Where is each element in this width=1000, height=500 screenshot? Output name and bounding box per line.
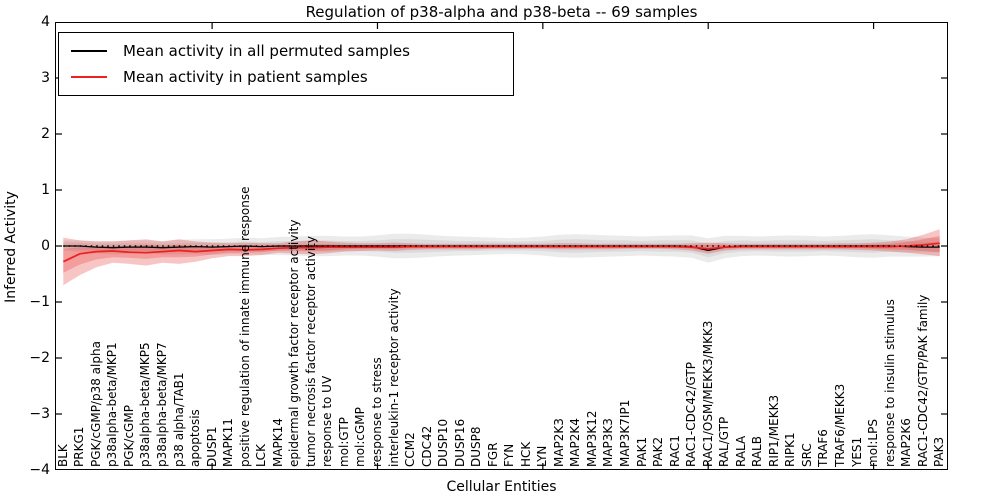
x-category-label: MAP2K4 [568,418,583,467]
x-category-label: CCM2 [403,432,418,467]
x-category-label: MAPK14 [270,418,285,467]
patient-mean-line [62,242,940,263]
x-category-label: RALA [733,435,748,467]
x-category-label: p38alpha-beta/MKP1 [105,342,120,467]
x-category-label: tumor necrosis factor receptor activity [303,236,318,467]
x-category-label: p38alpha-beta/MKP7 [154,342,169,467]
x-category-label: RIP1/MEKK3 [766,394,781,467]
patient-outer-band [63,229,940,286]
x-axis-label: Cellular Entities [446,479,557,495]
x-category-label: BLK [55,444,70,467]
x-category-label: mol:LPS [866,419,881,467]
permuted-outer-band [63,233,940,263]
chart-canvas [55,22,948,470]
x-category-label: DUSP16 [452,418,467,467]
x-category-label: DUSP1 [204,426,219,467]
legend-item-permuted: Mean activity in all permuted samples [59,42,513,60]
y-tick-label: −4 [29,462,50,478]
x-category-label: LYN [535,445,550,467]
x-category-label: FGR [485,442,500,467]
x-category-label: PRKG1 [72,426,87,467]
y-tick-label: 2 [41,126,50,142]
legend: Mean activity in all permuted samples Me… [58,32,514,96]
legend-label-patient: Mean activity in patient samples [123,68,368,87]
x-category-label: RALB [750,436,765,467]
x-category-label: interleukin-1 receptor activity [386,288,401,467]
x-category-label: DUSP8 [469,426,484,467]
x-category-label: DUSP10 [436,418,451,467]
x-category-label: RAC1-CDC42/GTP/PAK family [915,294,930,467]
y-tick-label: −3 [29,406,50,422]
x-category-label: TRAF6 [816,429,831,467]
legend-item-patient: Mean activity in patient samples [59,68,513,86]
x-category-label: p38alpha-beta/MKP5 [138,342,153,467]
x-category-label: TRAF6/MEKK3 [833,383,847,467]
x-category-label: PAK1 [634,436,649,467]
x-category-label: epidermal growth factor receptor activit… [287,219,302,467]
y-tick-label: −2 [29,350,50,366]
x-category-label: MAP3K3 [601,418,616,467]
x-category-label: FYN [502,443,517,467]
x-category-label: response to UV [320,375,335,467]
legend-line-patient-icon [71,76,107,79]
x-category-label: mol:GTP [336,417,351,467]
x-category-label: MAP2K6 [899,418,914,467]
x-category-label: mol:cGMP [353,407,368,467]
patient-inner-band [63,235,940,273]
y-tick-label: 4 [41,14,50,30]
x-category-label: YES1 [849,436,864,467]
x-category-label: PGK/cGMP/p38 alpha [88,341,103,467]
x-category-label: MAPK11 [221,418,236,467]
y-tick-label: 0 [41,238,50,254]
y-tick-label: 1 [41,182,50,198]
x-category-label: MAP3K12 [584,410,599,467]
x-category-label: SRC [799,443,814,467]
x-category-label: PAK2 [651,436,666,467]
x-category-label: positive regulation of innate immune res… [237,186,252,467]
x-category-label: apoptosis [188,409,203,467]
x-category-label: RIPK1 [783,432,798,467]
x-category-label: RAC1-CDC42/GTP [684,362,699,467]
x-category-label: MAP3K7IP1 [618,399,633,467]
y-tick-label: 3 [41,70,50,86]
x-category-label: PAK3 [932,436,947,467]
x-category-label: LCK [254,444,269,467]
x-category-label: HCK [518,441,533,467]
permuted-inner-band [63,239,940,258]
x-category-label: RAL/GTP [717,416,732,467]
x-category-label: PGK/cGMP [121,405,136,467]
legend-line-permuted-icon [71,49,107,52]
x-category-label: RAC1/OSM/MEKK3/MKK3 [700,320,715,467]
x-category-label: MAP2K3 [551,418,566,467]
x-category-label: p38 alpha/TAB1 [171,372,186,467]
x-category-label: CDC42 [419,425,434,467]
legend-label-permuted: Mean activity in all permuted samples [123,41,410,60]
x-category-label: response to insulin stimulus [882,299,897,467]
chart-title: Regulation of p38-alpha and p38-beta -- … [305,3,698,21]
y-tick-label: −1 [29,294,50,310]
x-category-label: response to stress [369,357,384,467]
x-category-label: RAC1 [667,435,682,467]
